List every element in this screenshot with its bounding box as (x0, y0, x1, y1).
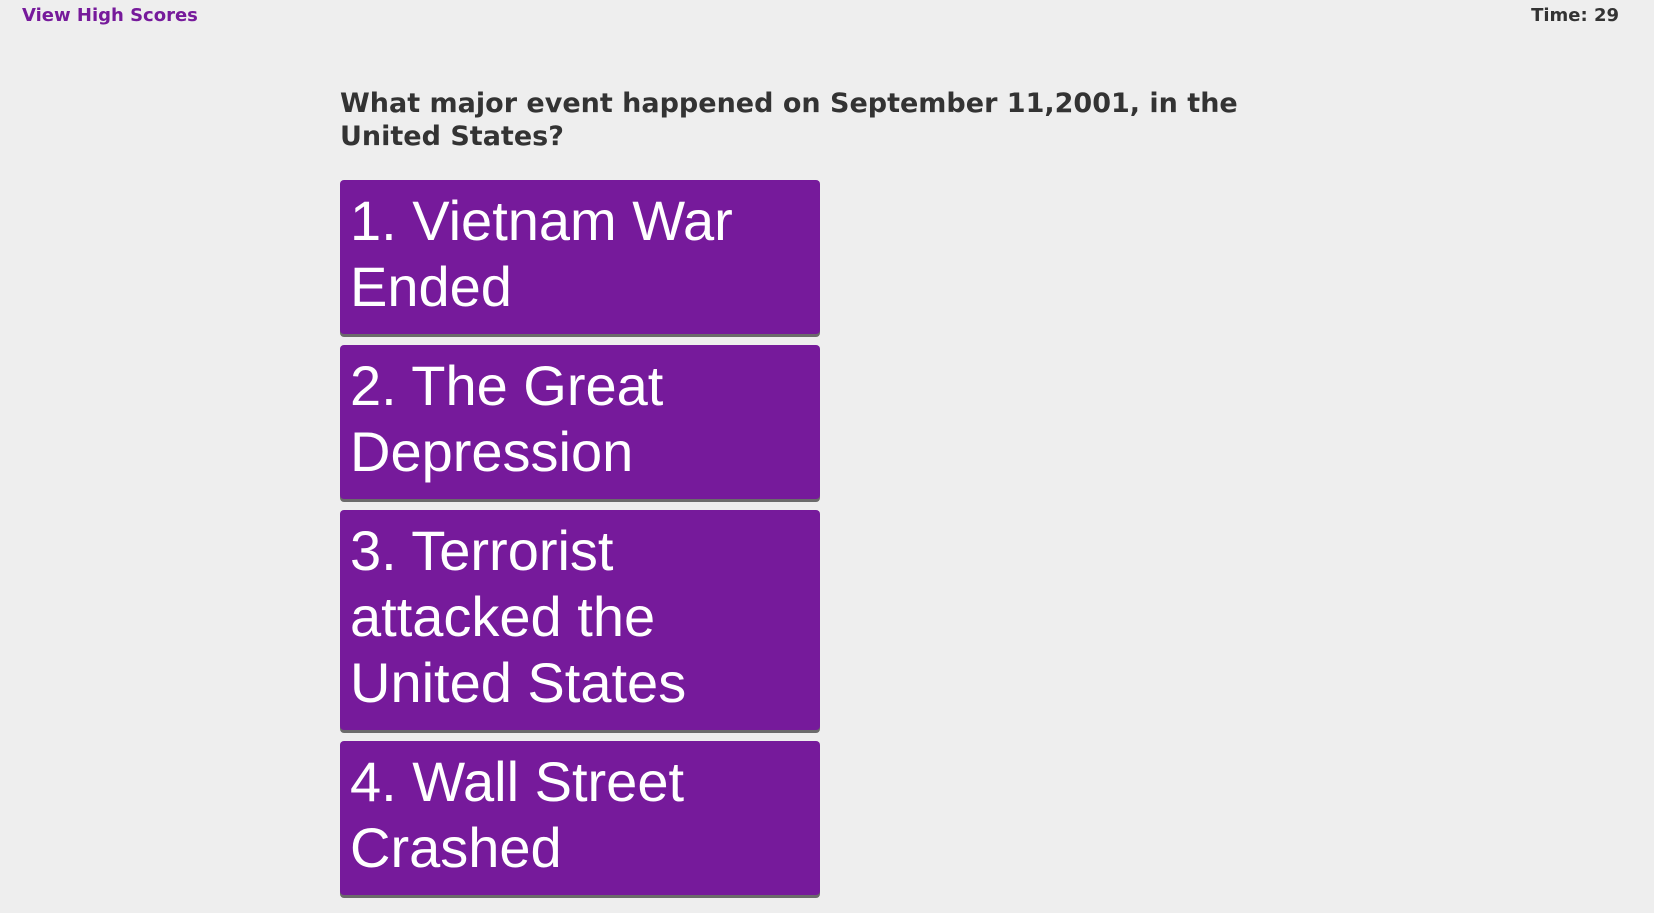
timer-display: Time: 29 (1531, 5, 1619, 26)
question-text: What major event happened on September 1… (340, 88, 1238, 152)
choice-button-4[interactable]: 4. Wall Street Crashed (340, 741, 820, 895)
choice-list: 1. Vietnam War Ended 2. The Great Depres… (340, 180, 1260, 895)
quiz-container: What major event happened on September 1… (340, 87, 1260, 906)
choice-button-3[interactable]: 3. Terrorist attacked the United States (340, 510, 820, 730)
choice-button-1[interactable]: 1. Vietnam War Ended (340, 180, 820, 334)
view-high-scores-link[interactable]: View High Scores (22, 5, 198, 26)
choice-button-2[interactable]: 2. The Great Depression (340, 345, 820, 499)
